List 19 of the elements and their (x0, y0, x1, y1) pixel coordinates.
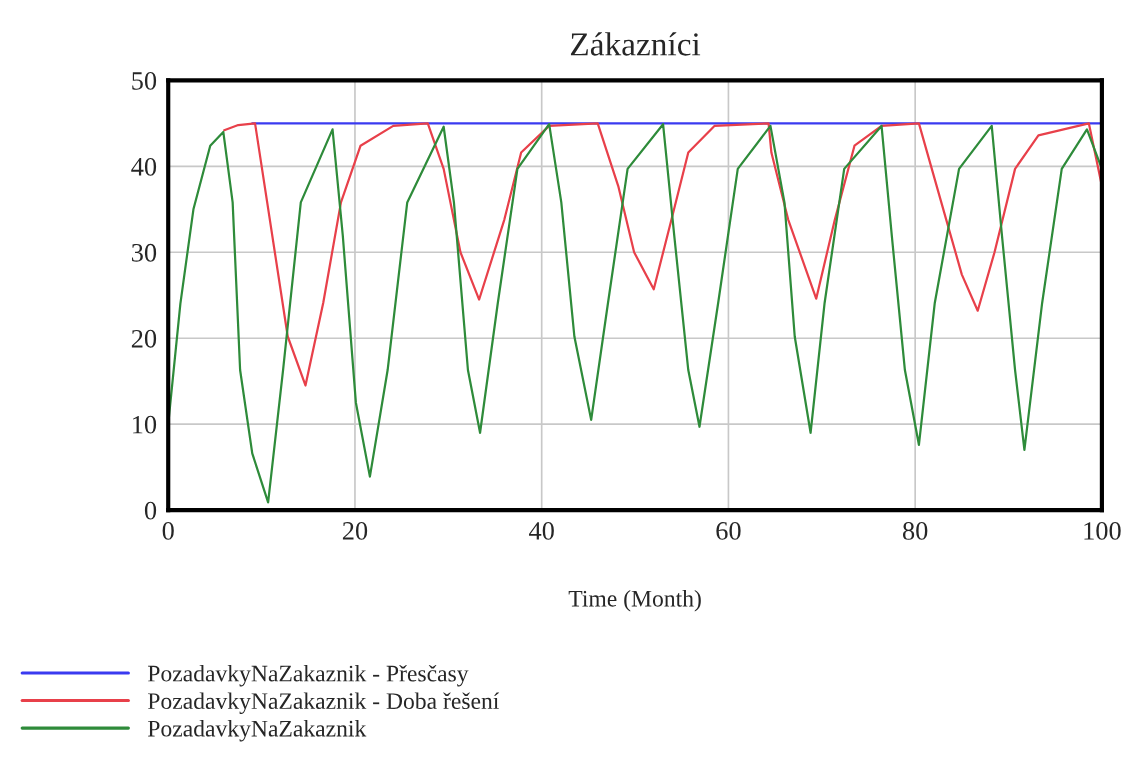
x-tick-label: 60 (716, 522, 741, 540)
y-tick-label: 30 (131, 243, 157, 262)
legend-label: PozadavkyNaZakaznik - Doba řešení (147, 692, 500, 714)
y-tick-label: 40 (131, 157, 157, 176)
y-tick-label: 10 (133, 415, 157, 434)
x-tick-label: 0 (162, 522, 174, 540)
x-tick-label: 40 (529, 522, 554, 540)
x-tick-label: 20 (342, 522, 368, 540)
line-series (168, 123, 1102, 504)
x-axis-title: Time (Month) (568, 590, 701, 612)
y-tick-label: 50 (132, 71, 157, 90)
x-tick-label: 100 (1084, 522, 1121, 540)
chart-title: Zákazníci (570, 32, 701, 56)
legend-label: PozadavkyNaZakaznik - Přesčasy (147, 664, 469, 687)
line-series (223, 122, 1102, 387)
x-tick-label: 80 (902, 522, 928, 540)
y-tick-label: 20 (131, 329, 157, 348)
legend-label: PozadavkyNaZakaznik (147, 719, 367, 742)
y-tick-label: 0 (144, 501, 157, 520)
